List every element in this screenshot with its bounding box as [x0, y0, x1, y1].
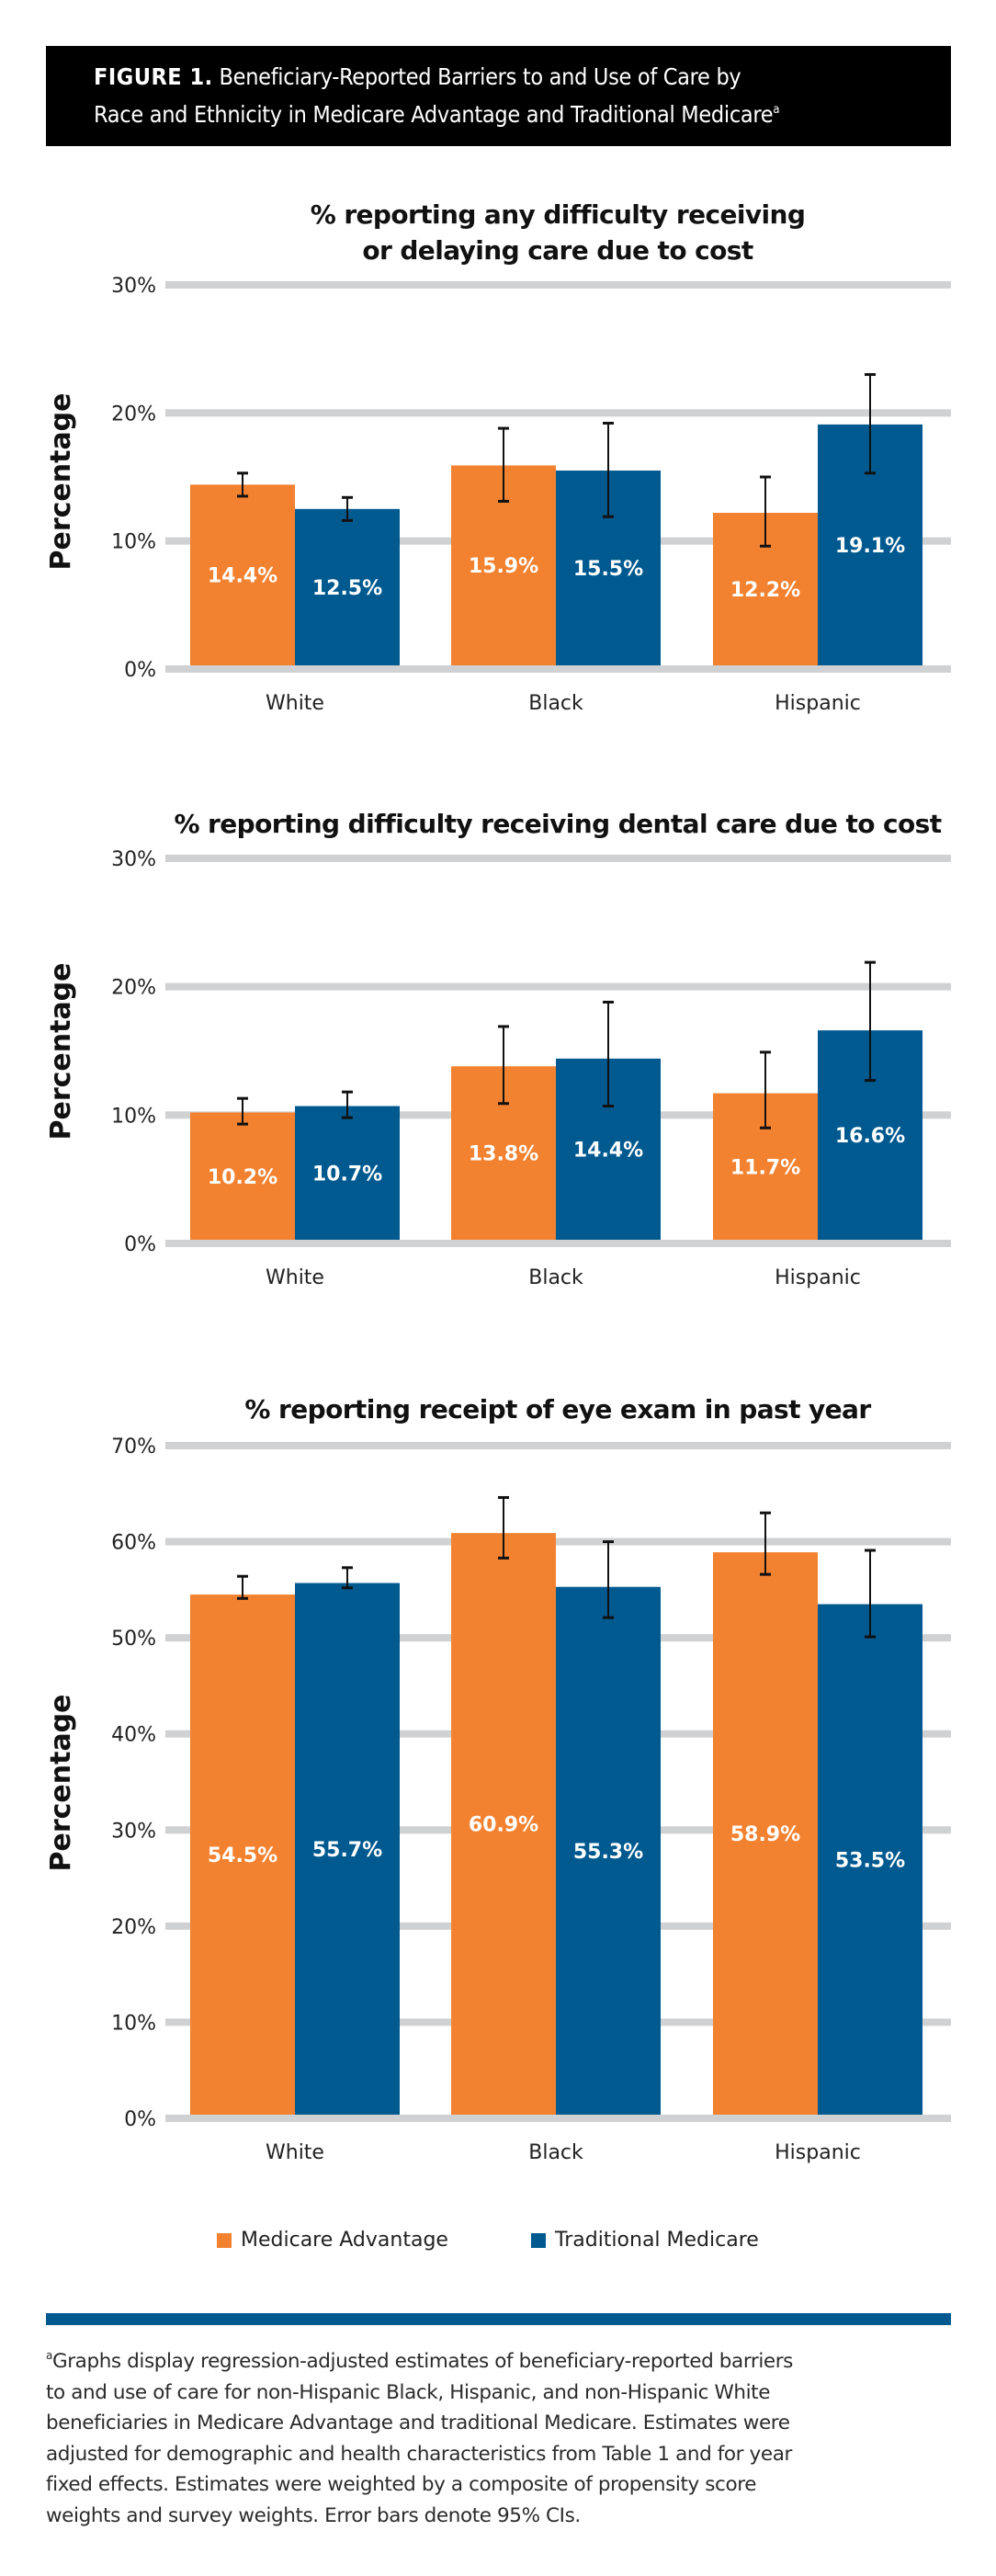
- gridline: [165, 409, 951, 417]
- chart-title: % reporting difficulty receiving dental …: [174, 809, 941, 839]
- y-tick-label: 60%: [111, 1532, 156, 1555]
- footnote-text: Graphs display regression-adjusted estim…: [51, 2350, 793, 2373]
- bar-traditional-medicare: [295, 508, 400, 665]
- figure-title-text-1: Beneficiary-Reported Barriers to and Use…: [219, 63, 741, 90]
- data-label: 15.9%: [469, 555, 538, 578]
- chart-title: or delaying care due to cost: [362, 235, 753, 266]
- x-category-label: White: [266, 1266, 324, 1289]
- y-axis-label: Percentage: [45, 392, 77, 570]
- bar-traditional-medicare: [556, 1586, 661, 2115]
- footnote-line: beneficiaries in Medicare Advantage and …: [46, 2411, 790, 2434]
- gridline: [165, 2115, 951, 2122]
- legend-label-medicare-advantage: Medicare Advantage: [241, 2229, 448, 2252]
- bar-traditional-medicare: [295, 1106, 400, 1240]
- footnote-line: fixed effects. Estimates were weighted b…: [46, 2473, 757, 2496]
- chart-dental-care: % reporting difficulty receiving dental …: [45, 809, 951, 1289]
- y-tick-label: 0%: [124, 1233, 156, 1256]
- x-category-label: Black: [528, 2141, 583, 2164]
- gridline: [165, 665, 951, 673]
- y-tick-label: 20%: [111, 1916, 156, 1939]
- y-tick-label: 70%: [111, 1436, 156, 1458]
- chart-cost-barriers: % reporting any difficulty receiving or d…: [45, 199, 951, 715]
- y-tick-label: 20%: [111, 977, 156, 1000]
- gridline: [165, 1240, 951, 1247]
- y-axis-label: Percentage: [45, 1694, 77, 1871]
- x-category-label: White: [266, 2141, 324, 2164]
- x-category-label: Black: [528, 1266, 583, 1289]
- y-tick-label: 10%: [111, 531, 156, 554]
- bar-medicare-advantage: [190, 1112, 295, 1240]
- data-label: 58.9%: [730, 1823, 800, 1846]
- footnote-marker: a: [46, 2349, 52, 2362]
- data-label: 60.9%: [469, 1814, 538, 1837]
- data-label: 12.5%: [312, 577, 382, 600]
- data-label: 55.7%: [312, 1839, 382, 1862]
- data-label: 19.1%: [835, 535, 905, 558]
- data-label: 53.5%: [835, 1849, 905, 1872]
- legend-label-traditional-medicare: Traditional Medicare: [555, 2229, 759, 2252]
- gridline: [165, 855, 951, 862]
- y-tick-label: 40%: [111, 1724, 156, 1747]
- y-tick-label: 50%: [111, 1628, 156, 1651]
- x-category-label: White: [266, 692, 324, 715]
- gridline: [165, 1442, 951, 1449]
- figure-title-line-1: FIGURE 1. Beneficiary-Reported Barriers …: [94, 61, 951, 94]
- data-label: 12.2%: [730, 579, 800, 602]
- legend-swatch-traditional-medicare: [531, 2232, 546, 2248]
- chart-title: % reporting any difficulty receiving: [311, 199, 806, 230]
- footnote-line: adjusted for demographic and health char…: [46, 2442, 792, 2466]
- data-label: 14.4%: [208, 565, 277, 588]
- y-tick-label: 30%: [111, 848, 156, 871]
- bar-medicare-advantage: [451, 1533, 556, 2115]
- bar-medicare-advantage: [713, 1552, 818, 2115]
- y-tick-label: 30%: [111, 275, 156, 298]
- chart-eye-exam: % reporting receipt of eye exam in past …: [45, 1394, 951, 2164]
- data-label: 15.5%: [573, 558, 643, 581]
- legend: Medicare Advantage Traditional Medicare: [0, 2229, 996, 2256]
- bar-traditional-medicare: [295, 1583, 400, 2115]
- figure-header: FIGURE 1. Beneficiary-Reported Barriers …: [46, 46, 951, 146]
- y-tick-label: 0%: [124, 659, 156, 682]
- bar-medicare-advantage: [190, 484, 295, 665]
- legend-item-medicare-advantage: Medicare Advantage: [217, 2229, 448, 2252]
- y-tick-label: 30%: [111, 1820, 156, 1843]
- footnote-marker: a: [773, 103, 780, 117]
- x-category-label: Hispanic: [775, 692, 861, 715]
- figure-title-line-2: Race and Ethnicity in Medicare Advantage…: [94, 94, 951, 131]
- footnote: aGraphs display regression-adjusted esti…: [46, 2341, 956, 2531]
- footnote-line: to and use of care for non-Hispanic Blac…: [46, 2380, 771, 2404]
- data-label: 10.7%: [312, 1163, 382, 1186]
- gridline: [165, 1538, 951, 1546]
- bar-traditional-medicare: [818, 1604, 922, 2115]
- legend-item-traditional-medicare: Traditional Medicare: [531, 2229, 759, 2252]
- x-category-label: Hispanic: [775, 2141, 861, 2164]
- bar-medicare-advantage: [190, 1594, 295, 2115]
- x-category-label: Hispanic: [775, 1266, 861, 1289]
- y-axis-label: Percentage: [45, 962, 77, 1140]
- footnote-divider: [46, 2313, 951, 2325]
- y-tick-label: 10%: [111, 2012, 156, 2035]
- y-tick-label: 10%: [111, 1105, 156, 1128]
- data-label: 55.3%: [573, 1841, 643, 1864]
- gridline: [165, 281, 951, 289]
- data-label: 13.8%: [469, 1143, 538, 1166]
- legend-swatch-medicare-advantage: [217, 2232, 232, 2248]
- data-label: 10.2%: [208, 1166, 277, 1189]
- chart-title: % reporting receipt of eye exam in past …: [244, 1394, 871, 1424]
- x-category-label: Black: [528, 692, 583, 715]
- y-tick-label: 0%: [124, 2108, 156, 2131]
- data-label: 54.5%: [208, 1844, 277, 1867]
- footnote-line: aGraphs display regression-adjusted esti…: [46, 2341, 956, 2377]
- figure-title-text-2: Race and Ethnicity in Medicare Advantage…: [94, 101, 774, 128]
- data-label: 11.7%: [730, 1156, 800, 1179]
- data-label: 16.6%: [835, 1125, 905, 1148]
- gridline: [165, 982, 951, 991]
- figure-label: FIGURE 1.: [94, 63, 213, 90]
- y-tick-label: 20%: [111, 403, 156, 426]
- footnote-line: weights and survey weights. Error bars d…: [46, 2503, 581, 2527]
- data-label: 14.4%: [573, 1139, 643, 1162]
